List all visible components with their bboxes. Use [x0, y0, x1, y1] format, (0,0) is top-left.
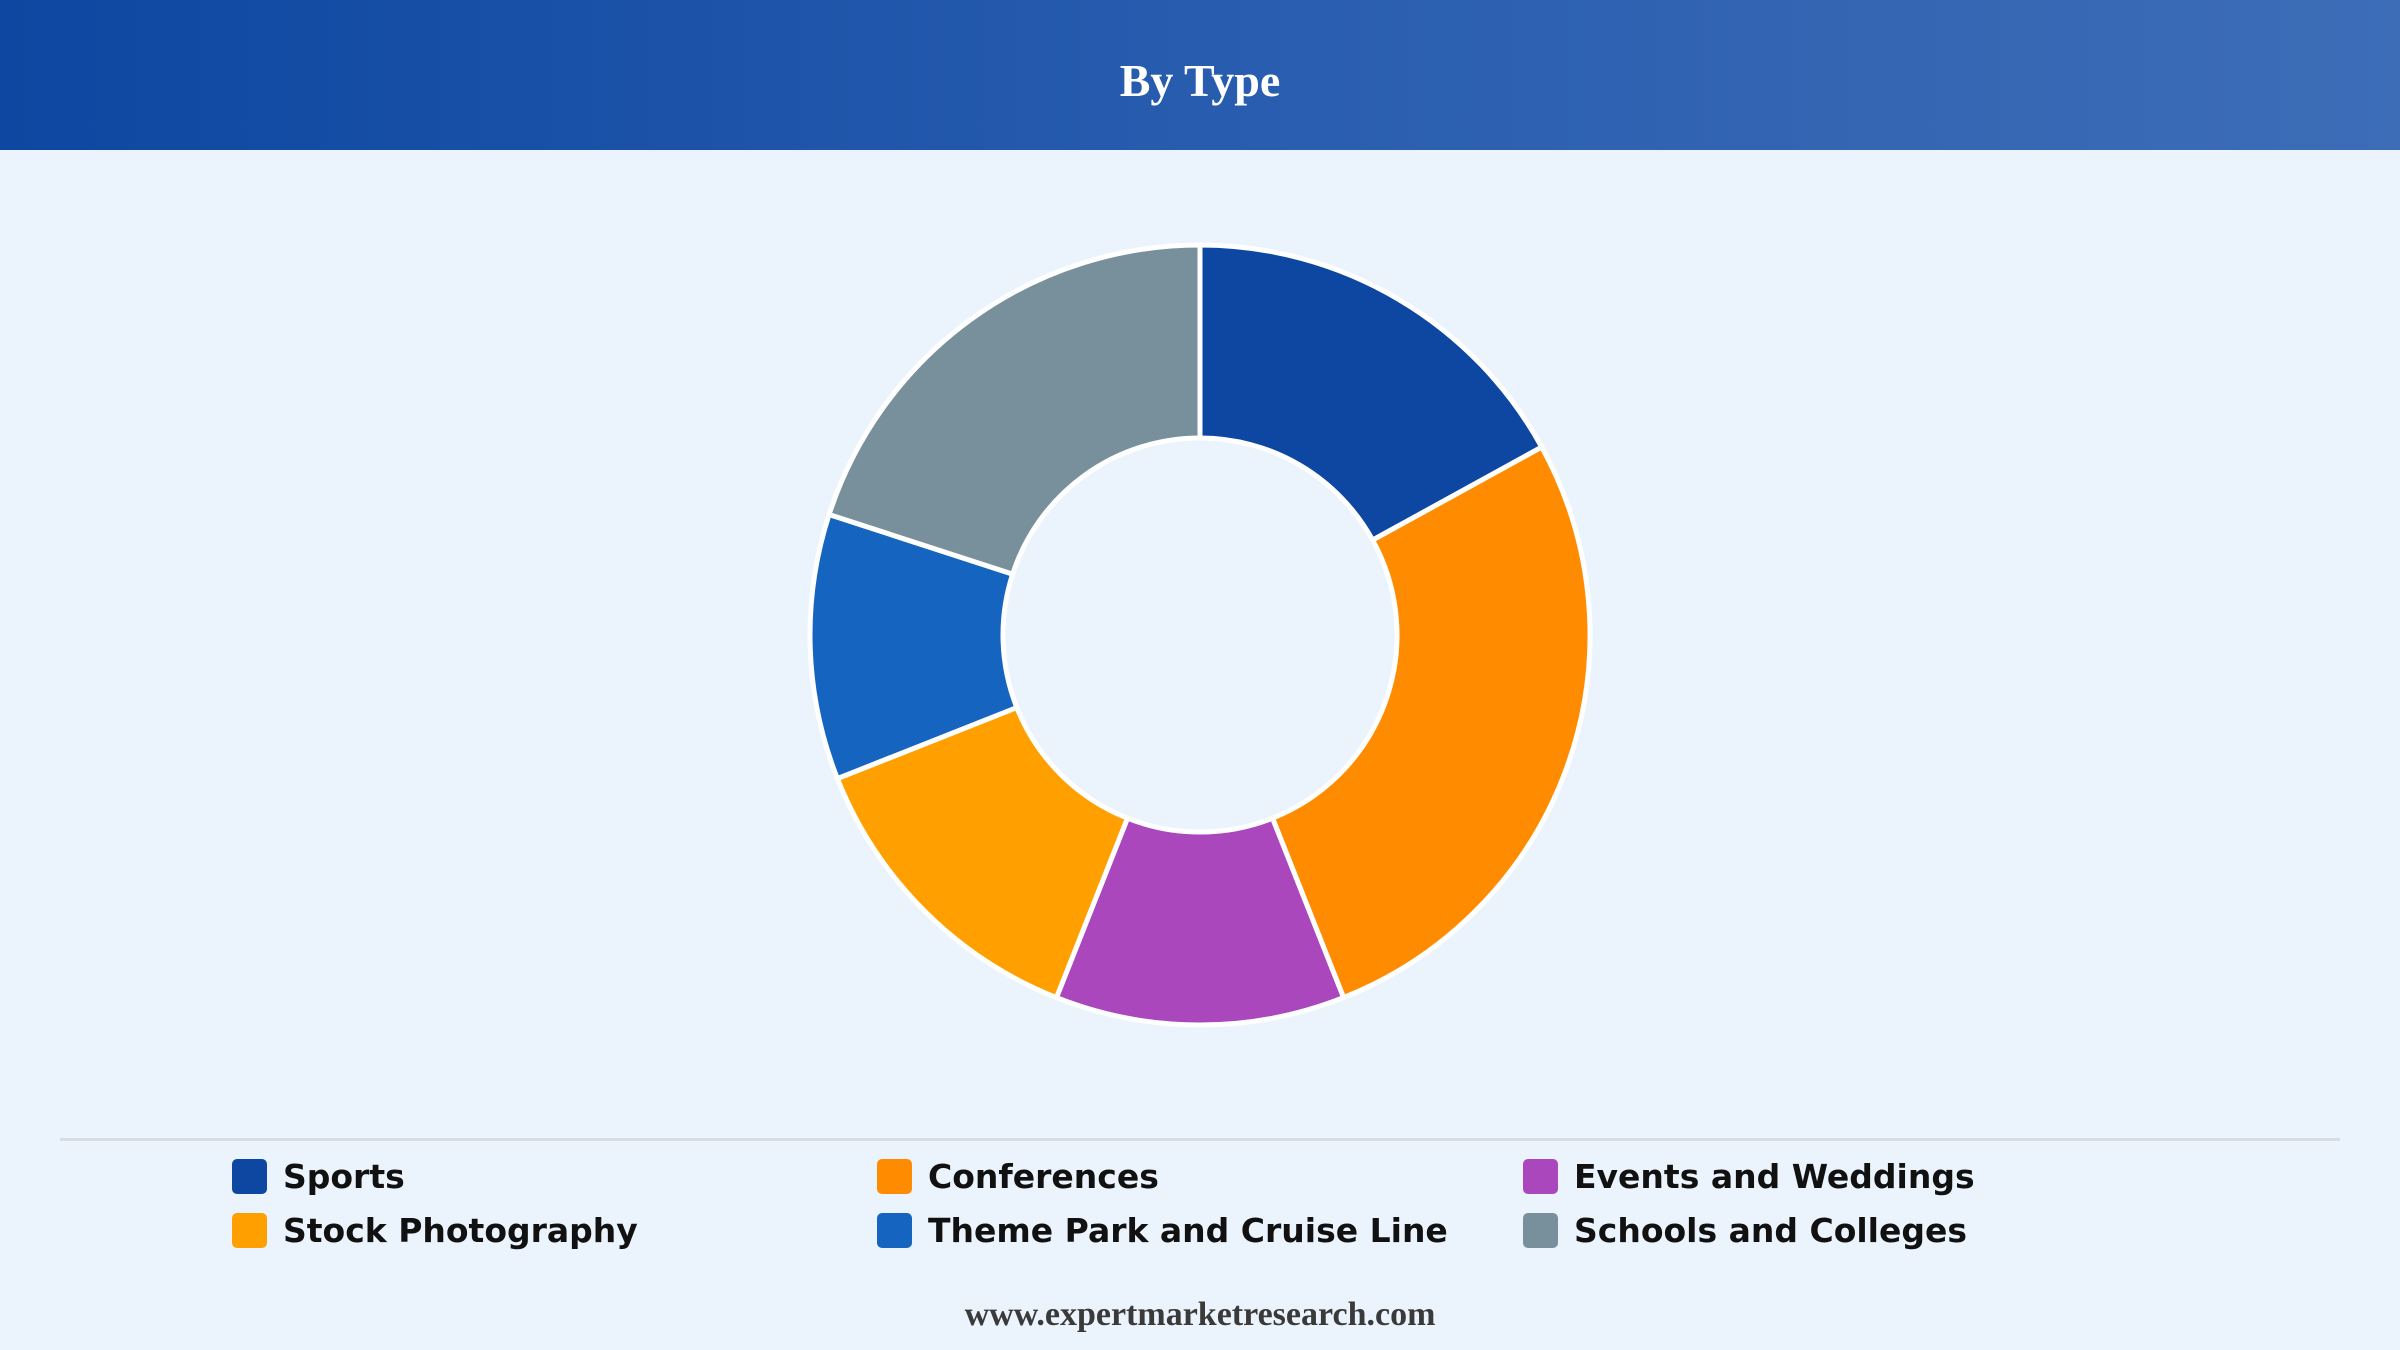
legend-item-sports: Sports	[232, 1154, 405, 1198]
legend-item-schools-and-colleges: Schools and Colleges	[1523, 1208, 1967, 1252]
legend-swatch	[877, 1158, 912, 1194]
legend-swatch	[1523, 1158, 1558, 1194]
slice-stock-photography	[834, 705, 1130, 1001]
legend-swatch	[232, 1158, 267, 1194]
legend-item-events-and-weddings: Events and Weddings	[1523, 1154, 1975, 1198]
legend-label: Events and Weddings	[1574, 1156, 1975, 1196]
legend-item-theme-park-and-cruise-line: Theme Park and Cruise Line	[877, 1208, 1448, 1252]
legend-label: Stock Photography	[283, 1210, 638, 1250]
legend-swatch	[877, 1212, 912, 1248]
slice-schools-and-colleges	[826, 242, 1203, 577]
donut-chart	[807, 242, 1593, 1028]
legend-divider	[60, 1138, 2340, 1141]
legend-label: Schools and Colleges	[1574, 1210, 1968, 1250]
legend-swatch	[232, 1212, 267, 1248]
chart-title: By Type	[1119, 55, 1281, 106]
donut-slices	[807, 242, 1593, 1028]
slice-events-and-weddings	[1053, 815, 1347, 1028]
legend-label: Conferences	[928, 1156, 1159, 1196]
legend-swatch	[1523, 1212, 1558, 1248]
legend-item-stock-photography: Stock Photography	[232, 1208, 638, 1252]
legend-item-conferences: Conferences	[877, 1154, 1159, 1198]
legend-label: Theme Park and Cruise Line	[928, 1210, 1448, 1250]
slice-sports	[1197, 242, 1545, 543]
slice-theme-park-and-cruise-line	[807, 511, 1020, 782]
slice-conferences	[1270, 444, 1593, 1001]
legend-label: Sports	[283, 1156, 405, 1196]
source-footer: www.expertmarketresearch.com	[964, 1296, 1436, 1333]
header-bar	[0, 0, 2400, 150]
